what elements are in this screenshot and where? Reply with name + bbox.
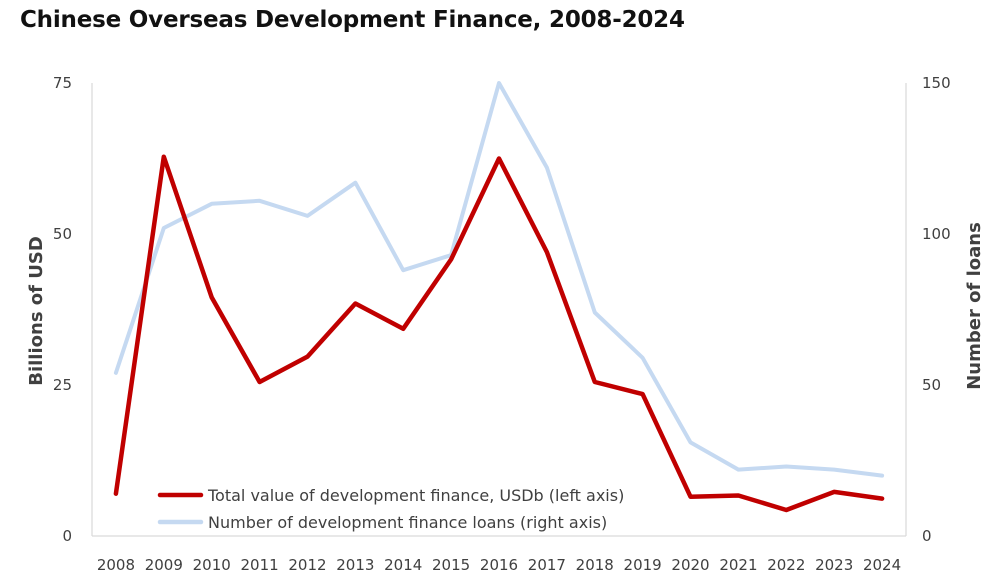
x-tick-label: 2017: [528, 556, 566, 574]
x-tick-label: 2008: [97, 556, 135, 574]
x-tick-label: 2011: [240, 556, 278, 574]
x-tick-label: 2010: [193, 556, 231, 574]
x-tick-label: 2022: [767, 556, 805, 574]
x-tick-label: 2016: [480, 556, 518, 574]
x-tick-label: 2014: [384, 556, 422, 574]
y-tick-label-right: 100: [922, 225, 951, 243]
x-tick-label: 2019: [624, 556, 662, 574]
y-tick-label-left: 50: [53, 225, 72, 243]
x-tick-label: 2020: [671, 556, 709, 574]
y-tick-label-left: 25: [53, 376, 72, 394]
legend-label: Number of development finance loans (rig…: [208, 513, 607, 532]
legend: Total value of development finance, USDb…: [157, 486, 624, 532]
series-line-value: [113, 154, 885, 513]
x-tick-label: 2024: [863, 556, 901, 574]
x-tick-label: 2023: [815, 556, 853, 574]
y-axis-title-right: Number of loans: [964, 222, 985, 390]
x-tick-label: 2013: [336, 556, 374, 574]
y-axis-title-left: Billions of USD: [26, 236, 47, 386]
chart-title: Chinese Overseas Development Finance, 20…: [20, 7, 685, 33]
x-tick-label: 2018: [576, 556, 614, 574]
series-lines: [113, 81, 885, 513]
x-tick-label: 2015: [432, 556, 470, 574]
chart-axes: 2008 2009 2010 2011 2012 2013 2014 2015 2016 2017…: [53, 74, 951, 574]
legend-label: Total value of development finance, USDb…: [207, 486, 624, 505]
y-tick-label-right: 0: [922, 527, 932, 545]
series-line-loans: [113, 81, 885, 478]
y-tick-label-left: 75: [53, 74, 72, 92]
y-tick-label-right: 150: [922, 74, 951, 92]
x-tick-label: 2009: [145, 556, 183, 574]
y-tick-label-left: 0: [62, 527, 72, 545]
y-tick-label-right: 50: [922, 376, 941, 394]
x-tick-label: 2021: [719, 556, 757, 574]
x-tick-label: 2012: [288, 556, 326, 574]
